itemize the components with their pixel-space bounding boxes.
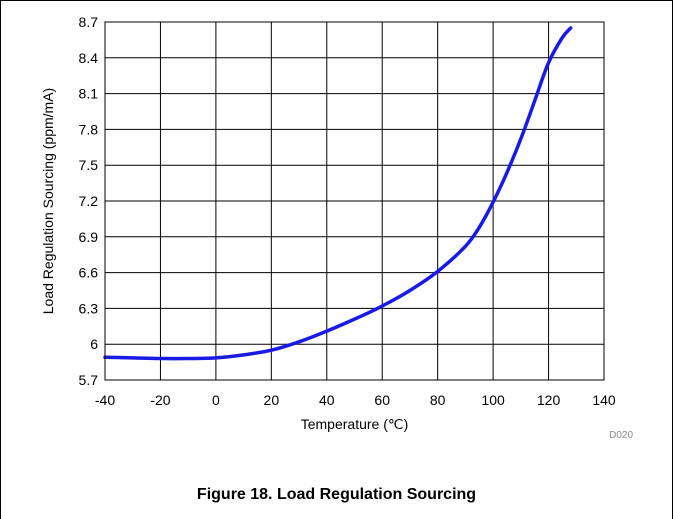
y-tick-label: 8.4: [79, 50, 99, 66]
x-axis-title: Temperature (℃): [301, 416, 409, 432]
y-tick-label: 7.5: [79, 157, 99, 173]
x-tick-label: 0: [212, 392, 220, 408]
y-tick-label: 6.3: [79, 300, 99, 316]
y-tick-label: 5.7: [79, 372, 99, 388]
x-tick-label: 80: [430, 392, 446, 408]
series-line: [103, 26, 573, 361]
y-tick-label: 7.8: [79, 121, 99, 137]
y-tick-label: 6: [90, 336, 98, 352]
y-tick-label: 8.1: [79, 86, 99, 102]
figure-code-label: D020: [609, 430, 633, 441]
series-group: [103, 26, 573, 361]
x-tick-label: 60: [374, 392, 390, 408]
y-tick-label: 8.7: [79, 14, 99, 30]
y-tick-labels: 8.7 8.4 8.1 7.8 7.5 7.2 6.9 6.6 6.3 6 5.7: [79, 14, 99, 388]
y-tick-label: 6.9: [79, 229, 99, 245]
x-tick-label: -40: [95, 392, 115, 408]
x-tick-label: 40: [319, 392, 335, 408]
frame-left-border: [0, 0, 1, 519]
x-tick-label: 20: [264, 392, 280, 408]
x-tick-labels: -40 -20 0 20 40 60 80 100 120 140: [95, 392, 616, 408]
y-tick-label: 6.6: [79, 265, 99, 281]
figure-caption: Figure 18. Load Regulation Sourcing: [196, 486, 477, 503]
line-chart: -40 -20 0 20 40 60 80 100 120 140 8.7 8.4 8.1 7.8 7.5…: [40, 14, 633, 441]
y-axis-title: Load Regulation Sourcing (ppm/mA): [40, 88, 56, 314]
y-tick-label: 7.2: [79, 193, 99, 209]
x-tick-label: 140: [592, 392, 616, 408]
x-tick-label: -20: [150, 392, 170, 408]
plot-border: [104, 21, 605, 381]
x-tick-label: 100: [481, 392, 505, 408]
frame-top-border: [0, 0, 673, 1]
x-tick-label: 120: [537, 392, 561, 408]
